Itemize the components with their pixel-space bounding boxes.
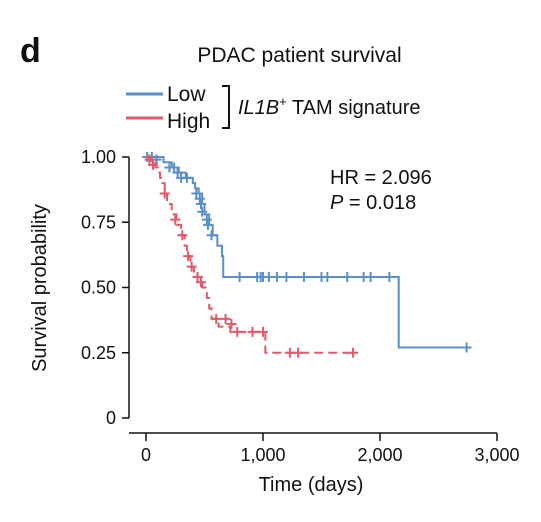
censor-mark-high	[258, 326, 268, 337]
censor-mark-high	[211, 313, 222, 324]
x-tick-label: 3,000	[474, 445, 519, 465]
censor-mark-low	[194, 193, 205, 204]
censor-mark-low	[384, 272, 395, 283]
legend: Low High IL1B+ TAM signature	[126, 83, 421, 133]
censor-mark-high	[186, 261, 197, 272]
censor-mark-high	[226, 319, 237, 330]
censor-mark-low	[461, 342, 472, 353]
censor-mark-low	[272, 272, 283, 283]
censor-mark-low	[342, 272, 353, 283]
legend-label-high: High	[167, 110, 210, 133]
x-axis-label: Time (days)	[259, 474, 364, 496]
p-annotation: P = 0.018	[330, 192, 416, 214]
y-tick-label: 0.75	[81, 212, 116, 232]
censor-mark-high	[348, 347, 359, 358]
censor-mark-high	[220, 313, 231, 324]
censor-mark-low	[172, 167, 183, 178]
y-axis: 0 0.25 0.50 0.75 1.00	[81, 147, 130, 428]
censor-mark-low	[191, 188, 202, 199]
legend-group-sup: +	[279, 94, 287, 109]
panel-letter: d	[20, 32, 41, 70]
censor-mark-low	[181, 172, 192, 183]
censor-mark-high	[170, 214, 181, 225]
censor-mark-high	[144, 154, 155, 165]
censor-mark-high	[195, 277, 206, 288]
censor-mark-low	[281, 272, 292, 283]
y-tick-label: 1.00	[81, 147, 116, 167]
censor-mark-high	[183, 251, 194, 262]
legend-group-label: IL1B+ TAM signature	[238, 94, 421, 119]
censor-mark-low	[322, 272, 333, 283]
y-tick-label: 0.25	[81, 343, 116, 363]
censor-mark-low	[203, 219, 214, 230]
x-tick-label: 2,000	[357, 445, 402, 465]
censor-mark-high	[177, 230, 188, 241]
y-tick-label: 0	[106, 408, 116, 428]
censor-mark-low	[169, 162, 180, 173]
legend-group-italic: IL1B	[238, 97, 279, 119]
censor-mark-low	[195, 198, 206, 209]
y-tick-label: 0.50	[81, 278, 116, 298]
legend-bracket	[222, 85, 230, 129]
legend-group-rest: TAM signature	[287, 97, 421, 119]
censor-mark-high	[232, 326, 243, 337]
p-rest: = 0.018	[343, 192, 416, 214]
censor-mark-high	[192, 272, 203, 283]
censor-mark-low	[197, 206, 208, 217]
censor-mark-high	[148, 159, 159, 170]
censor-mark-low	[234, 272, 245, 283]
censor-mark-high	[247, 326, 258, 337]
censor-mark-low	[201, 214, 212, 225]
x-axis: 0 1,000 2,000 3,000	[129, 432, 520, 465]
censor-mark-low	[206, 230, 217, 241]
series-layer	[142, 152, 472, 358]
censor-mark-high	[159, 188, 170, 199]
chart-title: PDAC patient survival	[197, 44, 402, 67]
censor-mark-low	[298, 272, 309, 283]
x-tick-label: 1,000	[240, 445, 285, 465]
survival-curve-high	[146, 156, 357, 354]
hr-annotation: HR = 2.096	[330, 167, 432, 189]
censor-mark-low	[365, 272, 376, 283]
legend-label-low: Low	[167, 83, 206, 106]
x-tick-label: 0	[141, 445, 151, 465]
censor-mark-high	[293, 347, 304, 358]
p-italic: P	[330, 192, 344, 214]
y-axis-label: Survival probability	[29, 204, 51, 372]
